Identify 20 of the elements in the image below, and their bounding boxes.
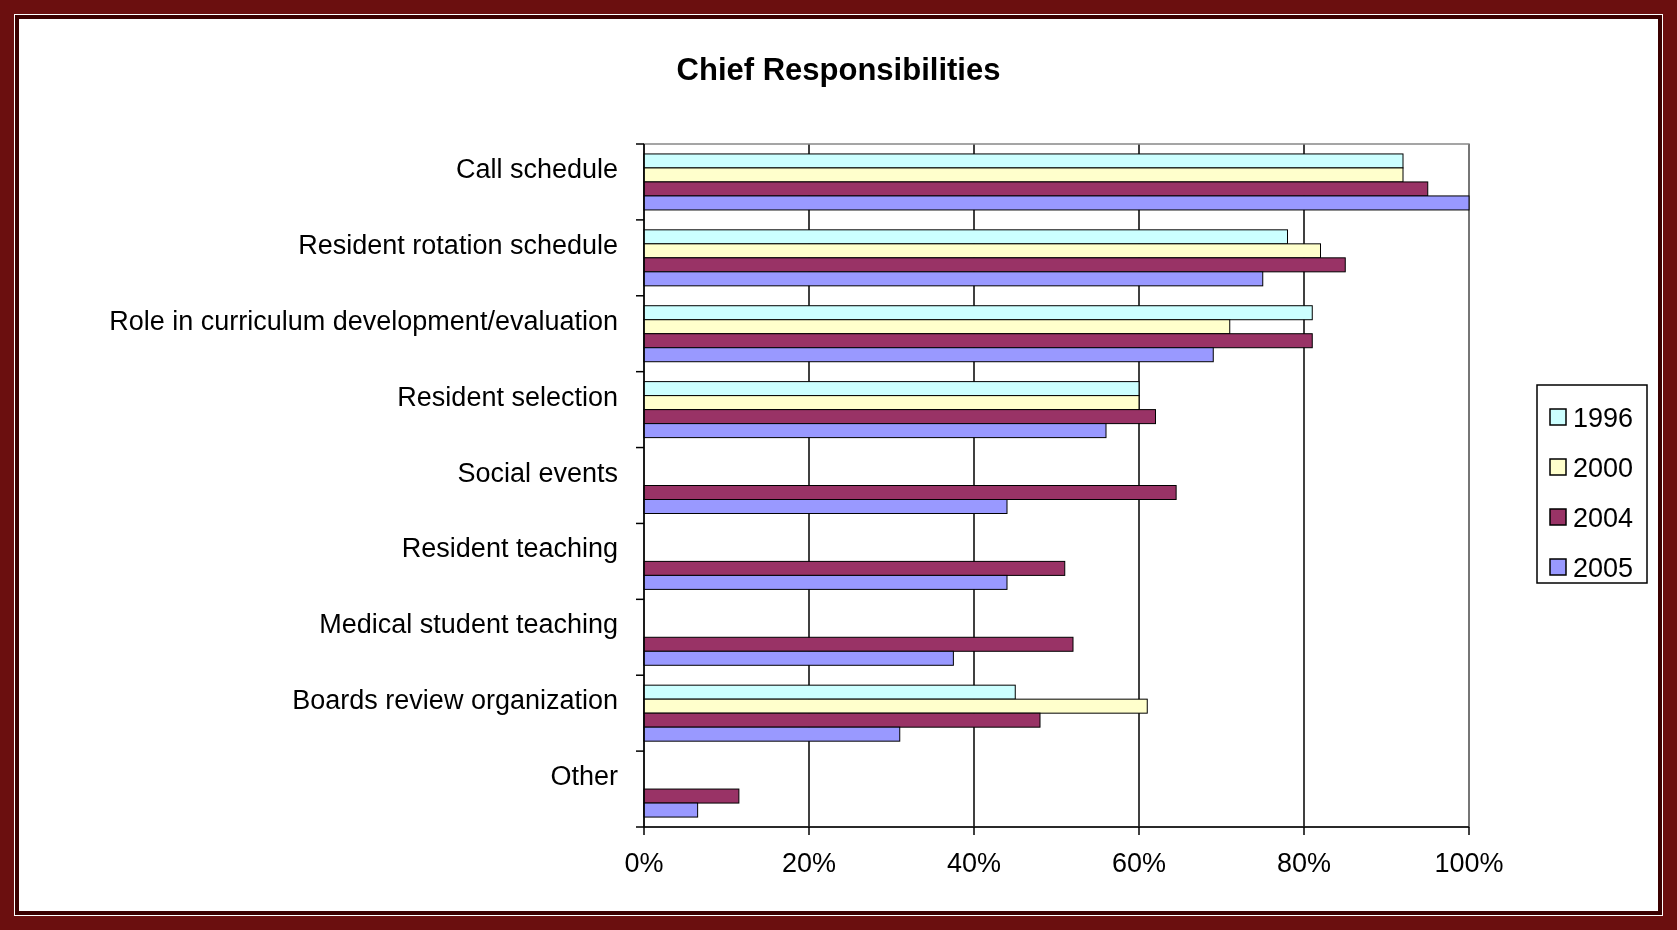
x-tick-label: 60% (1111, 848, 1167, 878)
legend-label: 2005 (1573, 553, 1634, 583)
legend-label: 2004 (1573, 503, 1634, 533)
x-tick-label: 80% (1276, 848, 1332, 878)
y-tick-label: Resident selection (397, 381, 618, 412)
y-tick-label: Role in curriculum development/evaluation (109, 305, 618, 336)
chart-title: Chief Responsibilities (676, 52, 1001, 87)
x-tick-label: 100% (1434, 848, 1504, 878)
y-tick-label: Call schedule (455, 153, 618, 184)
x-tick-label: 20% (781, 848, 837, 878)
legend-label: 2000 (1573, 453, 1634, 483)
legend-label: 1996 (1573, 403, 1634, 433)
y-tick-label: Resident rotation schedule (298, 229, 618, 260)
x-tick-label: 40% (946, 848, 1002, 878)
y-tick-label: Other (550, 761, 618, 792)
y-tick-label: Boards review organization (292, 685, 618, 716)
y-tick-label: Resident teaching (401, 533, 618, 564)
y-tick-label: Social events (457, 457, 618, 488)
x-tick-label: 0% (624, 848, 664, 878)
y-tick-label: Medical student teaching (319, 609, 618, 640)
